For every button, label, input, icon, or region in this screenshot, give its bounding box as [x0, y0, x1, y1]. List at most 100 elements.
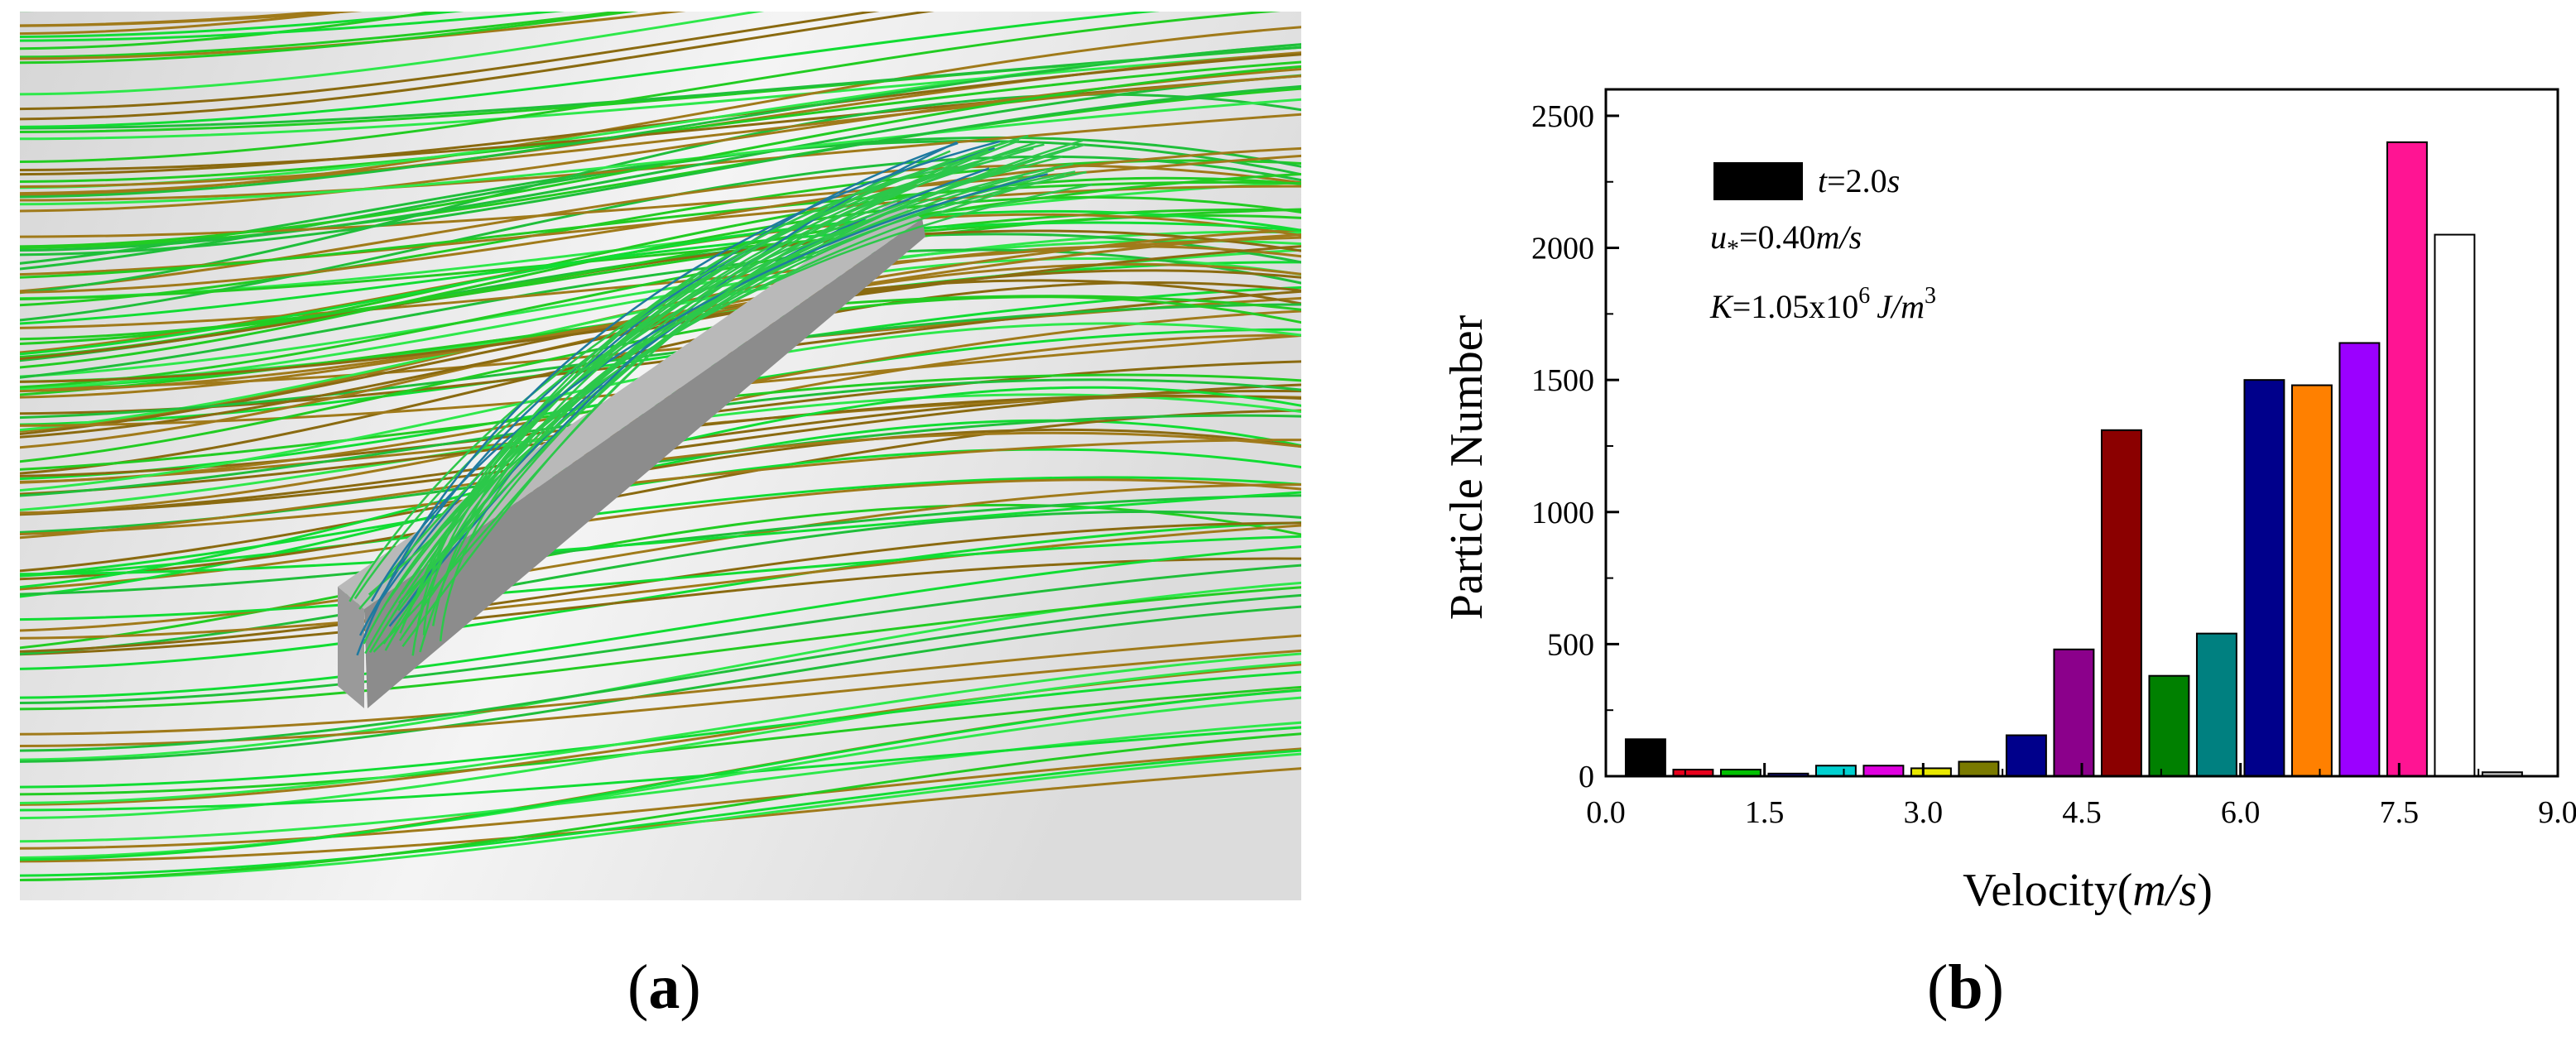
x-tick-label: 9.0 [2538, 795, 2576, 830]
legend: t=2.0s [1713, 162, 1900, 200]
streamline [20, 154, 1301, 238]
streamline-over-plate [388, 141, 958, 627]
streamline [20, 749, 1301, 877]
streamline [20, 248, 1301, 379]
y-tick-label: 1500 [1531, 363, 1594, 398]
bar [1862, 765, 1905, 778]
y-tick-label: 2500 [1531, 99, 1594, 134]
streamline [20, 721, 1301, 843]
streamline [20, 180, 1301, 279]
streamline [20, 12, 880, 111]
streamline [20, 688, 1301, 861]
streamline [20, 140, 1301, 265]
streamline [20, 409, 1301, 581]
streamline [20, 65, 1301, 248]
streamline-over-plate [419, 147, 1034, 653]
streamlines-over-plate [348, 135, 1093, 656]
streamline [20, 476, 1301, 578]
x-tick-label: 7.5 [2380, 795, 2420, 830]
streamline [20, 84, 1301, 257]
streamline [20, 12, 1281, 163]
streamline [20, 53, 1301, 176]
streamline-over-plate [386, 170, 1087, 603]
x-tick-label: 6.0 [2221, 795, 2261, 830]
streamline [20, 12, 1160, 128]
streamline [20, 557, 1301, 656]
bar [2434, 233, 2476, 778]
axes: 0.0 1.5 3.0 4.5 6.0 7.5 9.0 0 500 1000 1500 2000 250… [1531, 88, 2576, 830]
panel-b-label: (b) [1927, 952, 2004, 1022]
streamline [20, 732, 1301, 881]
streamline [20, 767, 1301, 863]
streamline [20, 524, 1301, 640]
streamline [20, 752, 1301, 882]
bar [1767, 772, 1809, 777]
streamline [20, 208, 1301, 301]
streamline [20, 12, 442, 50]
streamline [20, 661, 1301, 820]
streamline [20, 545, 1301, 699]
streamline [20, 439, 1301, 535]
x-axis-title-unit: m/s [2132, 865, 2197, 916]
streamline [20, 51, 1301, 141]
bar [2481, 771, 2523, 778]
streamline [20, 146, 1301, 294]
streamline [20, 12, 355, 36]
x-tick-label: 1.5 [1745, 795, 1785, 830]
streamline [20, 239, 1301, 378]
streamline [20, 209, 1301, 356]
streamline [20, 634, 1301, 736]
streamlines [20, 12, 1301, 882]
annotation-ustar: u*=0.40m/s [1710, 218, 1862, 262]
y-tick-label: 0 [1579, 760, 1594, 794]
streamline [20, 12, 565, 42]
y-tick-label: 500 [1547, 627, 1594, 662]
streamline [20, 74, 1301, 252]
bar [2338, 342, 2381, 777]
streamline-over-plate [379, 142, 959, 602]
streamline [20, 520, 1301, 670]
bar [1814, 765, 1857, 778]
streamline [20, 535, 1301, 621]
bar [2290, 384, 2333, 777]
streamline [20, 564, 1301, 704]
annotation-k: K=1.05x106 J/m3 [1709, 283, 1936, 325]
streamline [20, 593, 1301, 752]
streamline [20, 726, 1301, 812]
streamline [20, 478, 1301, 591]
flat-plate [338, 200, 925, 708]
bar [2148, 674, 2190, 778]
streamline [20, 652, 1301, 804]
y-tick-label: 2000 [1531, 232, 1594, 266]
bar [1719, 769, 1761, 777]
x-axis-title: Velocity(m/s) [1963, 865, 2213, 916]
streamline [20, 98, 1301, 206]
streamline [20, 12, 935, 121]
bar [2195, 632, 2237, 777]
streamline [20, 448, 1301, 578]
legend-swatch [1713, 162, 1803, 200]
streamline [20, 176, 1301, 358]
y-axis-title: Particle Number [1441, 314, 1492, 620]
bar [1958, 760, 2000, 778]
bar [2100, 429, 2142, 777]
streamline [20, 12, 629, 59]
bar [2243, 379, 2285, 777]
bars [1624, 141, 2523, 778]
streamline [20, 228, 1301, 399]
x-tick-label: 4.5 [2062, 795, 2102, 830]
streamline [20, 503, 1301, 650]
bar [1910, 767, 1952, 778]
bar [1672, 769, 1714, 777]
streamline [20, 586, 1301, 711]
streamline-over-plate [363, 174, 1065, 645]
streamline [20, 491, 1301, 576]
streamline [20, 510, 1301, 655]
streamline [20, 164, 1301, 293]
plot-frame [1604, 88, 2559, 778]
streamline-simulation-image [20, 12, 1301, 900]
y-tick-label: 1000 [1531, 496, 1594, 530]
streamline-over-plate [356, 140, 1001, 656]
streamline [20, 12, 686, 60]
streamline [20, 221, 1301, 325]
